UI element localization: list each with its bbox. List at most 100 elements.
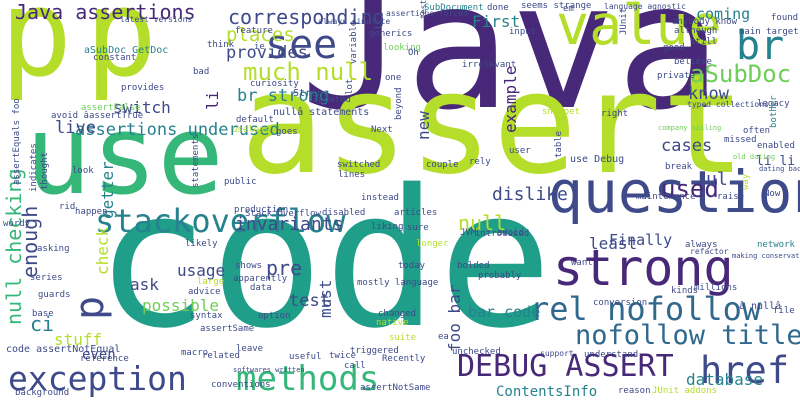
word-first: First xyxy=(472,12,521,31)
word-ea: ea xyxy=(438,332,449,342)
word-jvm: JVM xyxy=(460,228,477,238)
word-reason: reason xyxy=(618,386,651,396)
word-generics: generics xyxy=(369,29,413,39)
word-syntax: syntax xyxy=(190,311,223,321)
word-refactor: refactor xyxy=(690,247,729,256)
word-places: places xyxy=(226,24,295,46)
word-usage: usage xyxy=(177,261,226,280)
word-question: question xyxy=(548,158,800,226)
word-assertions-forced: assertions forced xyxy=(386,9,468,18)
word-switch: switch xyxy=(113,98,171,117)
word-database: database xyxy=(686,370,764,389)
word-wordy: wordy xyxy=(3,219,31,229)
word-updated: updated xyxy=(313,95,351,105)
word-background: background xyxy=(15,388,70,398)
word-happen: happen xyxy=(75,207,108,217)
word-asubdoc-getdoc: aSubDoc GetDoc xyxy=(84,45,169,56)
word-string: String xyxy=(293,88,330,99)
word-bad: bad xyxy=(193,67,210,77)
word-corresponding: corresponding xyxy=(228,5,385,29)
word-large: large xyxy=(197,277,225,287)
word-kinds: kinds xyxy=(671,286,699,296)
word-rid: rid xyxy=(59,202,76,212)
word-advice: advice xyxy=(188,287,221,297)
word-longer: longer xyxy=(416,239,449,249)
word-junit: JUnit xyxy=(619,7,629,35)
word-default: default xyxy=(236,115,274,125)
word-stack-overflow: Stack Overflow xyxy=(245,209,321,219)
word-goes: goes xyxy=(276,127,298,137)
word-ci: ci xyxy=(30,312,55,336)
word-test: test xyxy=(289,291,330,311)
word-maintenance: maintenance xyxy=(636,192,696,202)
word-although: although xyxy=(674,26,718,36)
word-strong: strong xyxy=(553,239,734,297)
word-possible: possible xyxy=(142,296,220,315)
word-li-li: li li xyxy=(756,154,796,169)
word-must: must xyxy=(316,279,335,318)
word-main-target: main target xyxy=(739,27,799,37)
word-cases: cases xyxy=(661,136,713,156)
word-value: value xyxy=(556,0,722,57)
word-user: user xyxy=(509,146,531,156)
word-seems-strange: seems strange xyxy=(521,1,592,11)
word-call: call xyxy=(344,361,366,371)
word-null-statements: nullâ statements xyxy=(273,107,370,118)
word-next: Next xyxy=(371,125,393,135)
word-href: href xyxy=(700,349,790,392)
word-know: know xyxy=(688,84,729,104)
word-li: li xyxy=(203,90,222,110)
word-right: right xyxy=(601,109,629,119)
word-code-assertnotequal: code assertNotEqual xyxy=(6,344,121,355)
word-think: think xyxy=(207,40,235,50)
word-language-agnostic: language agnostic xyxy=(604,2,686,11)
word-leave: leave xyxy=(236,344,264,354)
word-contentsinfo: ContentsInfo xyxy=(496,384,598,400)
word-mostly-language: mostly language xyxy=(357,278,439,288)
word-softwares-written: softwares written xyxy=(233,366,305,374)
word-public: public xyxy=(224,177,257,187)
word-raise: raise xyxy=(717,192,745,202)
word-bolded: bolded xyxy=(457,261,490,271)
word-switched: switched xyxy=(337,160,381,170)
word-network: network xyxy=(757,240,795,250)
word-always: always xyxy=(685,240,718,250)
word-recently: Recently xyxy=(382,354,426,364)
word-found: found xyxy=(771,13,799,23)
word-bar-code: bar code xyxy=(468,303,541,321)
word-variable: variable xyxy=(349,20,359,64)
word-statements: statements xyxy=(191,133,201,188)
word-provides: provides xyxy=(226,43,308,63)
word-file: file xyxy=(773,306,795,316)
word-assertfalse: assertFalse xyxy=(81,103,141,113)
word-introduced: introduced xyxy=(475,229,530,239)
word-disabled: disabled xyxy=(322,208,366,218)
word-lot: lot xyxy=(345,78,355,95)
word-unchecked: unchecked xyxy=(452,347,501,357)
word-used: used xyxy=(661,175,719,203)
word-assert: assert xyxy=(240,43,746,206)
word-reference: reference xyxy=(80,354,129,364)
word-pre: pre xyxy=(266,256,303,280)
word-base: base xyxy=(32,309,54,319)
word-new: new xyxy=(414,111,433,140)
word-asserttrue: assertTrue xyxy=(89,111,144,121)
word-em: em xyxy=(563,4,574,14)
word-asking: asking xyxy=(37,244,70,254)
word-couple: couple xyxy=(426,160,459,170)
word-p: p xyxy=(67,295,113,320)
word-provides: provides xyxy=(121,83,165,93)
word-ul: ul xyxy=(706,169,728,190)
word-suite: suite xyxy=(389,333,417,343)
word-null: null xyxy=(458,211,507,235)
word-good: good xyxy=(663,43,685,53)
word-useless: useless xyxy=(232,125,270,135)
word-rel-nofollow: rel nofollow xyxy=(530,290,762,328)
word-nofollow-title: nofollow title xyxy=(575,320,800,351)
word-assertequals-foo: assertEquals foo xyxy=(12,98,22,185)
word-live: live xyxy=(55,118,96,138)
word-p: p xyxy=(85,0,158,104)
word-indicates: indicates xyxy=(29,143,39,192)
word-data: data xyxy=(250,283,272,293)
